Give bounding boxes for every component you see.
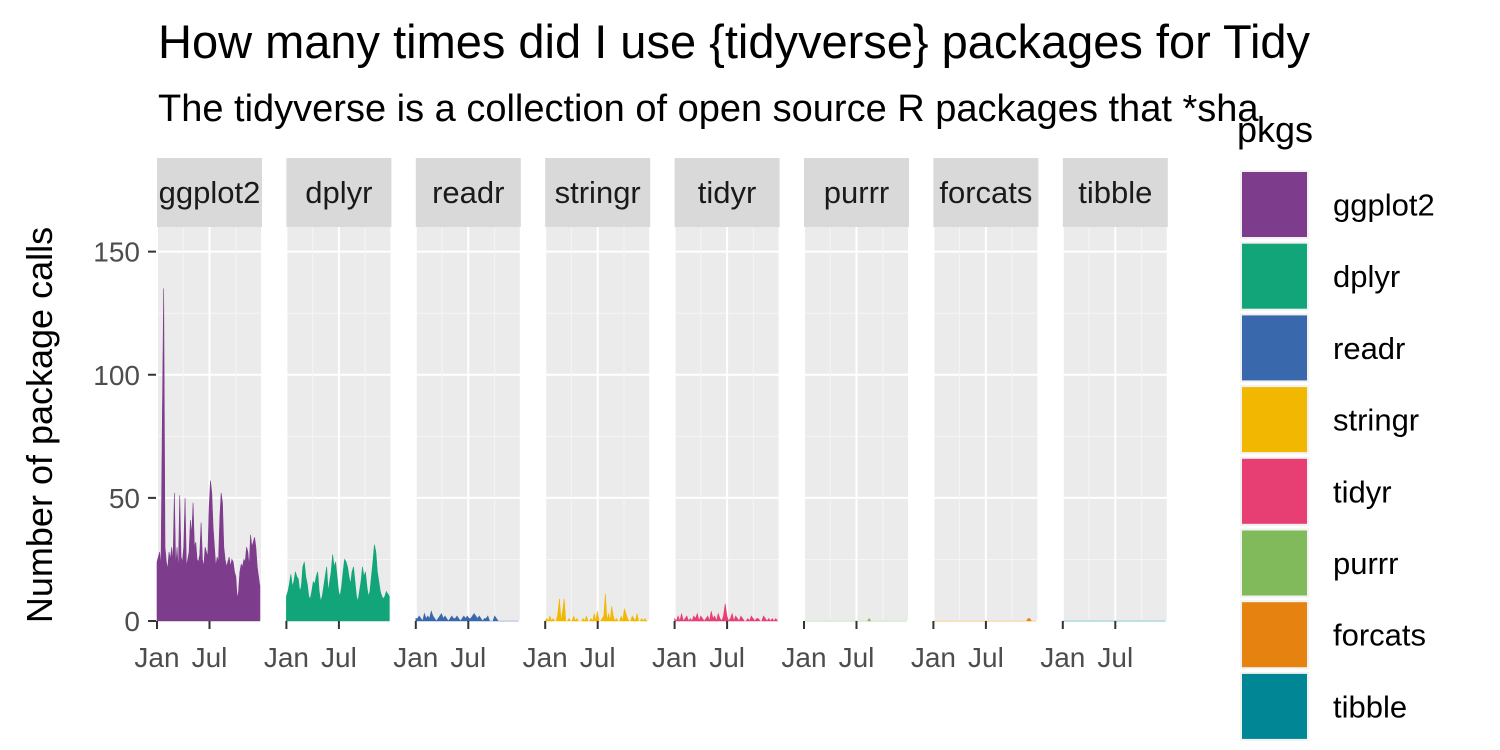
x-tick-label-jan: Jan: [911, 642, 956, 673]
x-tick-label-jan: Jan: [1040, 642, 1085, 673]
chart-subtitle: The tidyverse is a collection of open so…: [158, 88, 1259, 130]
legend-label-forcats: forcats: [1333, 618, 1426, 653]
x-tick-label-jan: Jan: [652, 642, 697, 673]
legend-label-stringr: stringr: [1333, 403, 1419, 438]
facet-ggplot2: ggplot2 Jan Jul: [134, 158, 263, 673]
x-tick-label-jul: Jul: [839, 642, 875, 673]
x-tick-label-jul: Jul: [968, 642, 1004, 673]
legend-swatch-forcats: [1242, 602, 1307, 668]
y-tick-label: 50: [109, 483, 140, 514]
legend-swatch-dplyr: [1242, 243, 1307, 309]
legend-swatch-purrr: [1242, 530, 1307, 596]
area-readr: [415, 610, 519, 622]
facet-strip-label-forcats: forcats: [939, 175, 1032, 210]
x-tick-label-jan: Jan: [264, 642, 309, 673]
area-stringr: [544, 593, 649, 622]
facet-strip-label-readr: readr: [432, 175, 504, 210]
x-tick-label-jan: Jan: [134, 642, 179, 673]
legend-swatch-readr: [1242, 315, 1307, 381]
facet-stringr: stringr Jan Jul: [523, 158, 652, 673]
x-tick-label-jan: Jan: [781, 642, 826, 673]
facet-strip-label-ggplot2: ggplot2: [159, 175, 261, 210]
chart-title: How many times did I use {tidyverse} pac…: [158, 15, 1311, 68]
x-tick-label-jan: Jan: [523, 642, 568, 673]
y-tick-label: 150: [93, 237, 140, 268]
facet-strip-readr: [415, 158, 521, 227]
y-axis: 0 50 100 150: [93, 237, 156, 637]
facet-tidyr: tidyr Jan Jul: [652, 158, 781, 673]
area-dplyr: [286, 544, 390, 622]
legend-swatch-tidyr: [1242, 458, 1307, 524]
facet-strip-ggplot2: [157, 158, 262, 227]
facet-dplyr: dplyr Jan Jul: [264, 158, 393, 673]
legend-label-tibble: tibble: [1333, 689, 1407, 724]
legend-title: pkgs: [1237, 109, 1313, 150]
facet-strip-label-dplyr: dplyr: [305, 175, 372, 210]
y-tick-label: 100: [93, 360, 140, 391]
legend-label-tidyr: tidyr: [1333, 474, 1392, 509]
x-tick-label-jul: Jul: [580, 642, 616, 673]
legend-swatch-stringr: [1242, 387, 1307, 453]
legend-label-ggplot2: ggplot2: [1333, 188, 1435, 223]
legend-label-readr: readr: [1333, 331, 1405, 366]
facet-strip-purrr: [804, 158, 909, 227]
legend-swatch-tibble: [1242, 673, 1307, 739]
facet-readr: readr Jan Jul: [393, 158, 522, 673]
facet-strip-forcats: [933, 158, 1039, 227]
x-tick-label-jul: Jul: [192, 642, 228, 673]
legend: pkgs ggplot2 dplyr readr stringr tidyr purrr fo…: [1237, 109, 1435, 741]
x-tick-label-jul: Jul: [1097, 642, 1133, 673]
facet-strip-label-purrr: purrr: [824, 175, 889, 210]
legend-swatch-ggplot2: [1242, 172, 1307, 237]
area-ggplot2: [156, 288, 261, 622]
facet-strip-dplyr: [286, 158, 392, 227]
area-tidyr: [674, 603, 779, 623]
y-axis-label: Number of package calls: [19, 227, 60, 623]
x-tick-label-jul: Jul: [321, 642, 357, 673]
facet-purrr: purrr Jan Jul: [781, 158, 910, 673]
facet-forcats: forcats Jan Jul: [911, 158, 1040, 673]
facet-strip-tibble: [1062, 158, 1168, 227]
y-tick-label: 0: [124, 606, 140, 637]
facet-strip-stringr: [545, 158, 651, 227]
facet-strip-label-tidyr: tidyr: [698, 175, 757, 210]
facet-strip-label-stringr: stringr: [555, 175, 641, 210]
x-tick-label-jan: Jan: [393, 642, 438, 673]
facet-strip-tidyr: [674, 158, 780, 227]
legend-label-dplyr: dplyr: [1333, 259, 1400, 294]
facet-tibble: tibble Jan Jul: [1040, 158, 1169, 673]
x-tick-label-jul: Jul: [709, 642, 745, 673]
facet-strip-label-tibble: tibble: [1078, 175, 1152, 210]
legend-label-purrr: purrr: [1333, 546, 1398, 581]
x-tick-label-jul: Jul: [450, 642, 486, 673]
